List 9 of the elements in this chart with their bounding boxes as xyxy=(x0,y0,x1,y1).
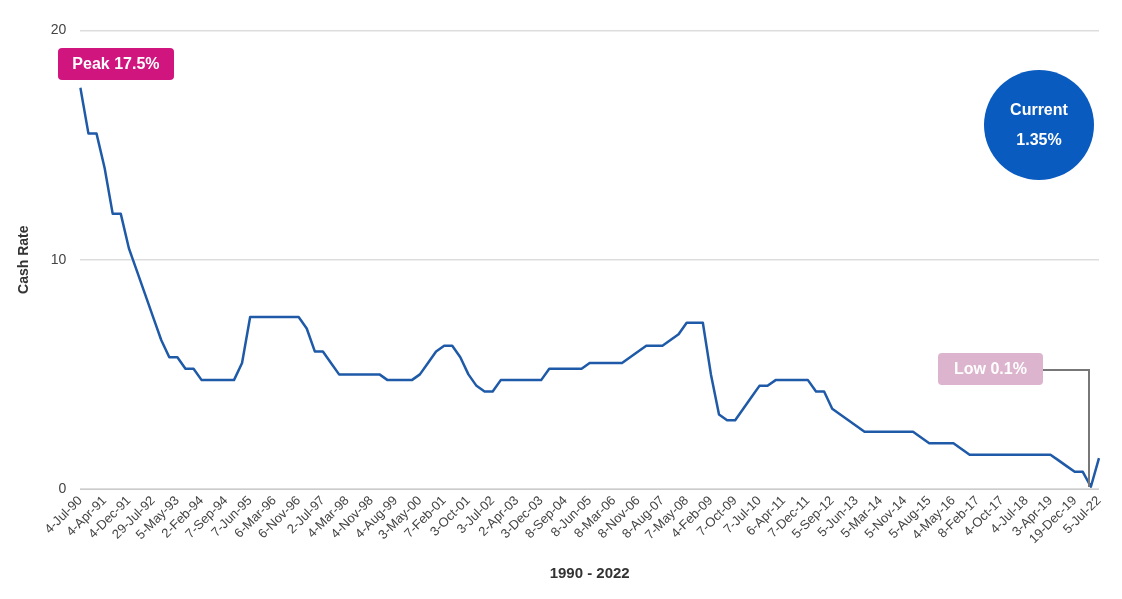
y-tick-label: 20 xyxy=(50,21,67,38)
y-tick-label: 0 xyxy=(58,479,67,496)
annotation: Current 1.35% xyxy=(1010,100,1068,151)
annotation: Low 0.1% xyxy=(937,352,1043,385)
y-tick-label: 10 xyxy=(50,250,67,267)
x-axis-title: 1990 - 2022 xyxy=(549,564,630,582)
circle-badge: Current 1.35% xyxy=(983,70,1094,181)
y-axis-title: Cash Rate xyxy=(15,225,32,294)
annotation: Peak 17.5% xyxy=(58,47,174,80)
